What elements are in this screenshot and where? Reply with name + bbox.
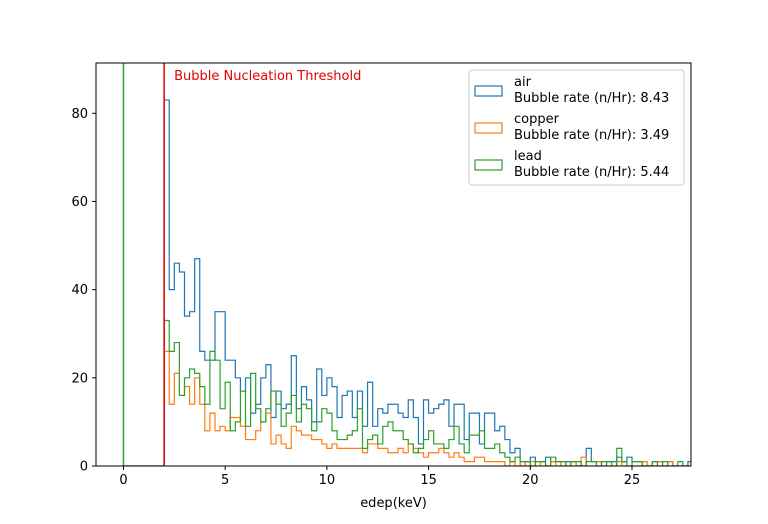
series-lead — [122, 63, 691, 466]
x-axis-ticks: 0 5 10 15 20 25 — [119, 466, 640, 488]
x-tick-label: 0 — [119, 473, 127, 488]
threshold-layer: Bubble Nucleation Threshold — [163, 63, 361, 466]
y-tick-label: 60 — [71, 195, 88, 210]
axes-border — [95, 62, 692, 467]
x-tick-label: 25 — [624, 473, 641, 488]
x-tick-label: 15 — [420, 473, 437, 488]
x-tick-label: 5 — [221, 473, 229, 488]
y-axis-ticks: 0 20 40 60 80 — [71, 107, 96, 475]
threshold-label: Bubble Nucleation Threshold — [174, 69, 361, 84]
legend-series-name: copper — [514, 112, 560, 127]
series-step-line — [123, 319, 691, 466]
axes-frame — [95, 62, 692, 467]
y-tick-label: 0 — [80, 460, 88, 475]
legend-swatch — [474, 85, 503, 97]
series-layer — [122, 63, 691, 466]
legend-rate-label: Bubble rate (n/Hr): 8.43 — [514, 91, 669, 106]
legend-series-name: air — [514, 75, 532, 90]
y-tick-label: 20 — [71, 371, 88, 386]
legend-series-name: lead — [514, 149, 542, 164]
legend-box — [468, 69, 685, 186]
legend-swatch — [474, 122, 503, 134]
x-axis-label: edep(keV) — [360, 496, 427, 511]
y-tick-label: 40 — [71, 283, 88, 298]
y-tick-label: 80 — [71, 107, 88, 122]
x-tick-label: 10 — [319, 473, 336, 488]
x-tick-label: 20 — [522, 473, 539, 488]
legend-swatch — [474, 159, 503, 171]
legend-rate-label: Bubble rate (n/Hr): 3.49 — [514, 128, 669, 143]
legend-rate-label: Bubble rate (n/Hr): 5.44 — [514, 165, 669, 180]
